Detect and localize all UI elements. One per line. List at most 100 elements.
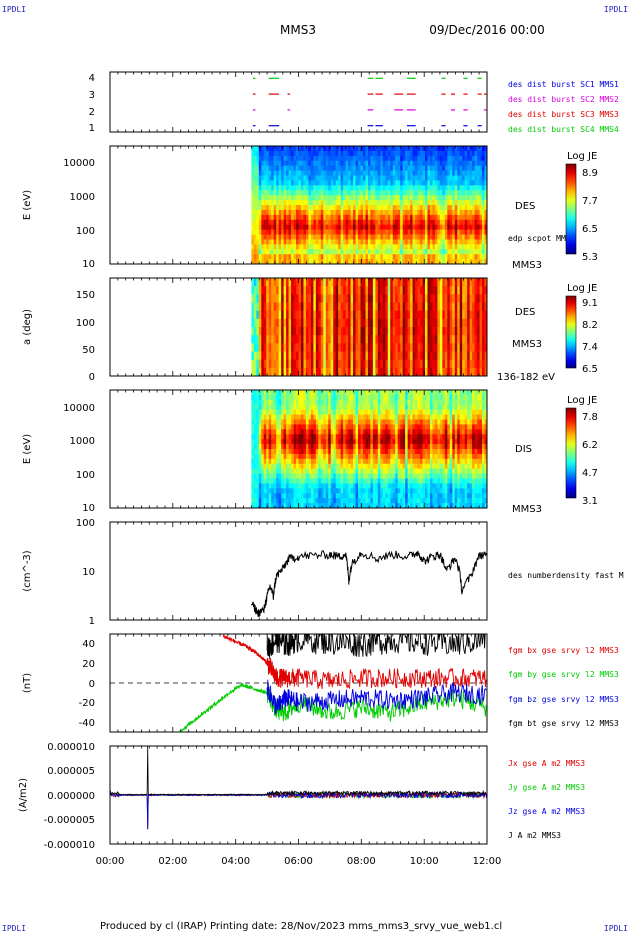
heatmap-cell xyxy=(300,318,305,328)
heatmap-cell xyxy=(434,254,438,260)
heatmap-cell xyxy=(358,453,362,460)
heatmap-cell xyxy=(402,278,406,287)
heatmap-cell xyxy=(472,302,476,312)
heatmap-cell xyxy=(353,170,357,177)
heatmap-cell xyxy=(382,359,386,369)
heatmap-cell xyxy=(296,200,300,206)
heatmap-cell xyxy=(367,294,372,304)
heatmap-cell xyxy=(477,343,481,353)
heatmap-cell xyxy=(315,190,319,196)
heatmap-cell xyxy=(367,453,372,460)
heatmap-cell xyxy=(392,453,396,460)
heatmap-cell xyxy=(293,190,297,196)
heatmap-cell xyxy=(303,359,307,369)
heatmap-cell xyxy=(370,155,374,162)
heatmap-cell xyxy=(372,473,376,480)
heatmap-cell xyxy=(276,483,280,489)
heatmap-cell xyxy=(293,488,297,494)
heatmap-cell xyxy=(315,286,319,295)
heatmap-cell xyxy=(328,473,332,480)
des-pitch-cbar-title: Log JE xyxy=(567,283,597,294)
heatmap-cell xyxy=(266,394,270,401)
heatmap-cell xyxy=(439,205,443,211)
heatmap-cell xyxy=(360,302,364,312)
heatmap-cell xyxy=(296,359,300,369)
heatmap-cell xyxy=(273,294,277,304)
heatmap-cell xyxy=(303,498,307,504)
heatmap-cell xyxy=(305,367,310,376)
heatmap-cell xyxy=(323,503,327,508)
heatmap-cell xyxy=(360,409,364,416)
heatmap-cell xyxy=(268,444,272,450)
heatmap-cell xyxy=(298,244,302,250)
heatmap-cell xyxy=(266,214,270,221)
heatmap-cell xyxy=(424,214,429,221)
heatmap-cell xyxy=(397,190,401,196)
heatmap-cell xyxy=(296,327,300,336)
heatmap-cell xyxy=(313,185,317,191)
heatmap-cell xyxy=(318,302,322,312)
heatmap-cell xyxy=(459,200,463,206)
heatmap-cell xyxy=(412,249,416,255)
heatmap-cell xyxy=(293,468,297,475)
heatmap-cell xyxy=(343,214,347,221)
heatmap-cell xyxy=(256,209,260,216)
heatmap-cell xyxy=(362,483,367,489)
heatmap-cell xyxy=(328,429,332,435)
heatmap-cell xyxy=(358,414,362,421)
heatmap-cell xyxy=(412,205,416,211)
heatmap-cell xyxy=(457,318,461,328)
heatmap-cell xyxy=(454,343,458,353)
heatmap-cell xyxy=(315,160,319,167)
heatmap-cell xyxy=(417,327,421,336)
heatmap-cell xyxy=(372,185,376,191)
heatmap-cell xyxy=(350,390,354,396)
heatmap-cell xyxy=(281,146,285,152)
heatmap-cell xyxy=(380,483,384,489)
heatmap-cell xyxy=(256,244,260,250)
heatmap-cell xyxy=(256,404,260,411)
heatmap-cell xyxy=(286,414,290,421)
heatmap-cell xyxy=(276,444,280,450)
heatmap-cell xyxy=(300,190,305,196)
heatmap-cell xyxy=(439,249,443,255)
heatmap-cell xyxy=(303,453,307,460)
heatmap-cell xyxy=(271,155,275,162)
heatmap-cell xyxy=(256,190,260,196)
heatmap-cell xyxy=(358,244,362,250)
heatmap-cell xyxy=(358,146,362,152)
heatmap-cell xyxy=(402,429,406,435)
heatmap-cell xyxy=(268,343,272,353)
heatmap-cell xyxy=(253,249,257,255)
heatmap-cell xyxy=(472,318,476,328)
burst-legend-4: des dist burst SC4 MMS4 xyxy=(508,125,619,134)
heatmap-cell xyxy=(387,434,391,440)
heatmap-cell xyxy=(258,302,262,312)
heatmap-cell xyxy=(447,286,451,295)
heatmap-cell xyxy=(382,175,386,182)
heatmap-cell xyxy=(382,444,386,450)
heatmap-cell xyxy=(256,160,260,167)
heatmap-cell xyxy=(362,286,367,295)
des-energy-cbar-tick-0: 8.9 xyxy=(582,168,598,179)
heatmap-cell xyxy=(273,419,277,426)
heatmap-cell xyxy=(293,335,297,344)
heatmap-cell xyxy=(296,234,300,241)
heatmap-cell xyxy=(362,399,367,406)
heatmap-cell xyxy=(444,150,448,157)
heatmap-cell xyxy=(412,180,416,186)
heatmap-cell xyxy=(422,335,426,344)
heatmap-cell xyxy=(400,150,404,157)
heatmap-cell xyxy=(484,318,487,328)
heatmap-cell xyxy=(288,150,292,157)
heatmap-cell xyxy=(338,498,342,504)
heatmap-cell xyxy=(412,318,416,328)
heatmap-cell xyxy=(427,249,431,255)
heatmap-cell xyxy=(335,214,339,221)
heatmap-cell xyxy=(276,434,280,440)
heatmap-cell xyxy=(355,429,359,435)
heatmap-cell xyxy=(365,390,369,396)
heatmap-cell xyxy=(300,409,305,416)
heatmap-cell xyxy=(407,244,411,250)
heatmap-cell xyxy=(390,150,394,157)
